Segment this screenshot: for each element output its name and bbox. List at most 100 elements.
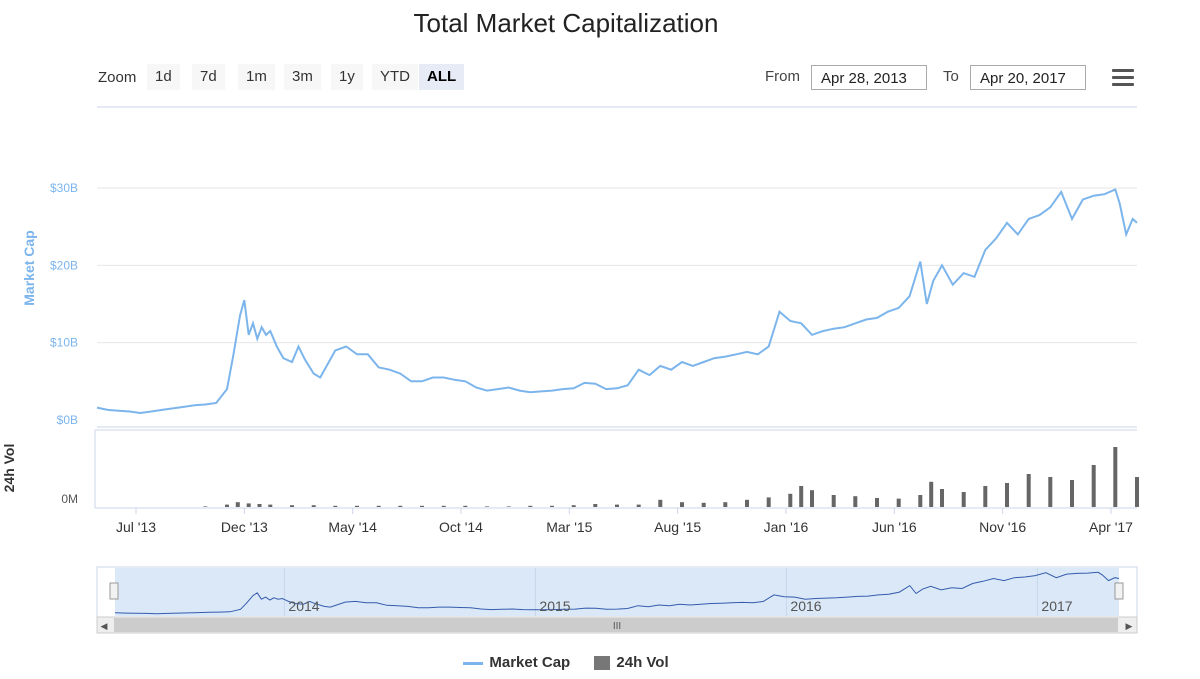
y-tick-label-1: $10B [50,336,78,350]
y-tick-label-3: $30B [50,181,78,195]
volume-bar [550,505,554,507]
y-tick-label-0: $0B [57,413,78,427]
volume-bar [463,505,468,507]
scrollbar-grip-icon: III [613,621,621,632]
legend-24h-vol[interactable]: 24h Vol [594,654,669,671]
volume-bar [615,504,619,507]
zoom-7d-button[interactable]: 7d [192,64,225,90]
market-cap-line [96,188,1138,415]
volume-bar [983,486,988,507]
volume-bar [203,506,208,507]
volume-tick-0: 0M [61,492,78,506]
zoom-ytd-button[interactable]: YTD [372,64,418,90]
volume-bar [799,486,804,507]
volume-bar [831,495,836,507]
navigator-right-handle[interactable] [1114,582,1124,600]
hamburger-menu-icon[interactable] [1112,69,1134,87]
x-tick-label-1: Dec '13 [221,519,268,535]
to-date-input[interactable]: Apr 20, 2017 [970,65,1086,90]
zoom-1m-button[interactable]: 1m [238,64,275,90]
volume-bar [1005,483,1009,507]
volume-bar [896,498,901,507]
volume-bar [929,481,934,507]
y-axis-ticks: $0B $10B $20B $30B [50,181,78,427]
volume-bar [918,495,923,507]
navigator-tick-3: 2017 [1041,598,1072,614]
legend-box-icon [594,656,611,671]
volume-bar [311,505,316,507]
x-tick-label-6: Jan '16 [764,519,809,535]
from-label: From [765,68,800,85]
zoom-label: Zoom [98,69,137,86]
volume-bar [853,496,858,507]
volume-bar [810,490,814,507]
navigator-line [114,571,1120,615]
volume-bar [420,505,424,507]
volume-bar [723,502,728,507]
volume-bar [257,504,262,507]
volume-bars [203,447,1139,507]
volume-bar [788,493,793,507]
navigator-tick-1: 2015 [539,598,570,614]
x-tick-label-4: Mar '15 [546,519,592,535]
volume-bar [225,504,229,507]
volume-bar [940,489,944,507]
zoom-1y-button[interactable]: 1y [331,64,363,90]
volume-bar [528,505,533,507]
x-tick-label-3: Oct '14 [439,519,483,535]
navigator-gridlines [283,568,1038,616]
volume-bar [235,502,240,507]
volume-bar [658,499,663,507]
volume-bar [506,506,511,507]
zoom-all-button[interactable]: ALL [419,64,465,90]
volume-bar [1135,477,1139,507]
navigator-left-handle[interactable] [109,582,119,600]
volume-bar [701,502,706,507]
volume-bar [766,497,771,507]
scroll-left-arrow-icon[interactable]: ◀ [101,621,108,631]
legend-line-icon [463,661,484,665]
volume-bar [246,503,251,507]
volume-bar [485,506,489,507]
volume-bar [441,505,446,507]
volume-bar [1070,480,1074,507]
navigator-selection[interactable] [115,568,1119,616]
volume-bar [875,498,879,507]
volume-bar [1091,465,1096,507]
to-label: To [943,68,959,85]
volume-bar [1113,447,1118,507]
x-tick-label-9: Apr '17 [1089,519,1133,535]
y-tick-label-2: $20B [50,258,78,272]
x-tick-label-0: Jul '13 [116,519,156,535]
chart-title: Total Market Capitalization [413,8,719,38]
volume-bar [1048,477,1053,507]
x-tick-label-8: Nov '16 [979,519,1026,535]
volume-bar [571,505,576,507]
volume-axis-title: 24h Vol [1,444,17,493]
volume-bar [593,504,598,507]
legend: Market Cap 24h Vol [0,654,1132,671]
volume-bar [290,505,294,507]
navigator-ticks: 2014 2015 2016 2017 [288,598,1072,614]
navigator-tick-2: 2016 [790,598,821,614]
volume-bar [961,492,966,507]
y-axis-title: Market Cap [21,230,37,305]
legend-24h-vol-label: 24h Vol [616,654,669,671]
x-tick-label-5: Aug '15 [654,519,701,535]
legend-market-cap-label: Market Cap [489,654,571,671]
zoom-3m-button[interactable]: 3m [284,64,321,90]
zoom-1d-button[interactable]: 1d [147,64,180,90]
volume-bar [680,502,684,507]
scrollbar-thumb[interactable] [114,618,1118,632]
volume-bar [1026,474,1031,507]
volume-bar [355,505,359,507]
x-axis-ticks: Jul '13 Dec '13 May '14 Oct '14 Mar '15 Aug '… [116,508,1133,535]
legend-market-cap[interactable]: Market Cap [463,654,570,671]
from-date-input[interactable]: Apr 28, 2013 [811,65,927,90]
volume-bar [268,504,273,507]
volume-bar [333,505,338,507]
scroll-right-arrow-icon[interactable]: ▶ [1126,621,1133,631]
volume-bar [636,504,641,507]
x-tick-label-2: May '14 [328,519,377,535]
